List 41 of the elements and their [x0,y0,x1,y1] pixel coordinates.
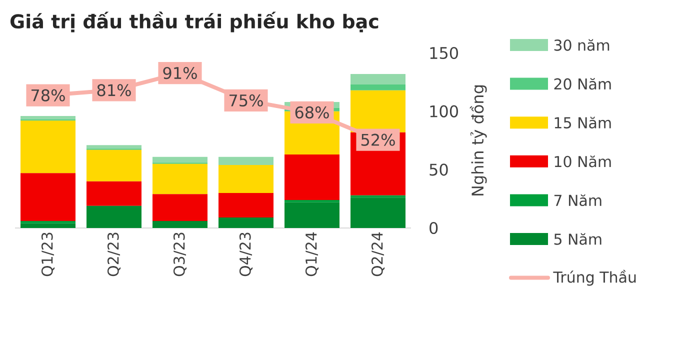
bar [218,165,274,193]
bar [20,223,76,228]
legend-label: 7 Năm [554,194,602,206]
bar [152,156,208,163]
bar [86,150,142,182]
y-tick-label: 100 [430,105,458,118]
bar [350,84,406,90]
y-tick-label: 150 [430,46,458,60]
bar [152,164,208,194]
bar [20,120,76,174]
bar [218,156,274,165]
bar [218,218,274,228]
x-tick-label: Q1/24 [305,232,319,276]
bar [284,202,340,228]
bar [152,194,208,221]
bar [86,145,142,149]
bar [350,198,406,228]
legend-label: 20 Năm [554,78,611,90]
bar [86,181,142,206]
y-tick-label: 0 [430,222,438,234]
legend-label: 15 Năm [554,116,611,128]
bar [218,193,274,218]
bar [20,116,76,120]
bar [20,173,76,221]
x-tick-label: Q3/23 [173,232,187,276]
bar [86,206,142,228]
bar [350,90,406,132]
chart-title: Giá trị đấu thầu trái phiếu kho bạc [10,12,378,32]
x-tick-label: Q2/23 [107,232,121,276]
x-tick-label: Q1/23 [41,232,55,276]
legend-label: 5 Năm [554,233,602,245]
bar [350,74,406,84]
x-tick-label: Q2/24 [371,232,385,276]
legend-label: Trúng Thầu [553,270,636,286]
y-tick-label: 50 [430,164,448,176]
x-tick-label: Q4/23 [239,232,253,276]
legend-label: 10 Năm [554,156,611,168]
bar [284,154,340,200]
legend-label: 30 năm [554,39,610,51]
bar [152,221,208,228]
y-axis-title: Nghin tỷ đồng [470,85,487,196]
